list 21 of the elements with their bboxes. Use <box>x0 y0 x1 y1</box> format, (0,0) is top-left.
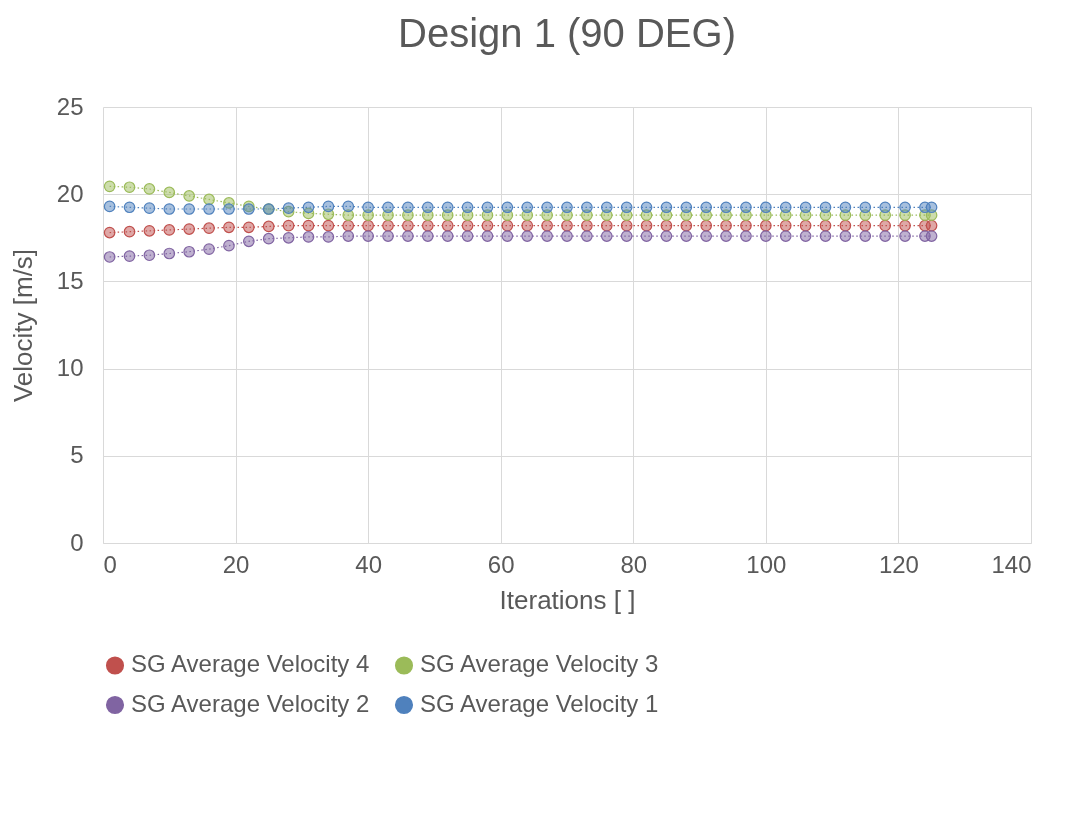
chart-title: Design 1 (90 DEG) <box>398 11 736 55</box>
legend-label: SG Average Velocity 3 <box>420 650 659 678</box>
legend-label: SG Average Velocity 2 <box>131 690 370 717</box>
y-tick-label: 20 <box>56 179 84 207</box>
x-tick-label: 40 <box>355 550 382 578</box>
legend-label: SG Average Velocity 1 <box>420 690 659 717</box>
x-tick-label: 0 <box>103 550 117 578</box>
y-tick-label: 0 <box>70 528 84 556</box>
x-tick-label: 120 <box>878 550 919 578</box>
x-tick-label: 100 <box>746 550 787 578</box>
y-axis-title: Velocity [m/s] <box>7 248 38 403</box>
x-tick-label: 60 <box>487 550 515 578</box>
x-tick-label: 140 <box>991 550 1032 578</box>
legend-label: SG Average Velocity 4 <box>131 650 370 678</box>
y-tick-label: 10 <box>56 354 84 382</box>
y-tick-label: 25 <box>56 92 84 120</box>
x-axis-title: Iterations [ ] <box>499 584 636 615</box>
y-tick-label: 15 <box>56 266 84 294</box>
x-tick-label: 80 <box>620 550 648 578</box>
y-tick-label: 5 <box>70 441 84 469</box>
x-tick-label: 20 <box>222 550 250 578</box>
